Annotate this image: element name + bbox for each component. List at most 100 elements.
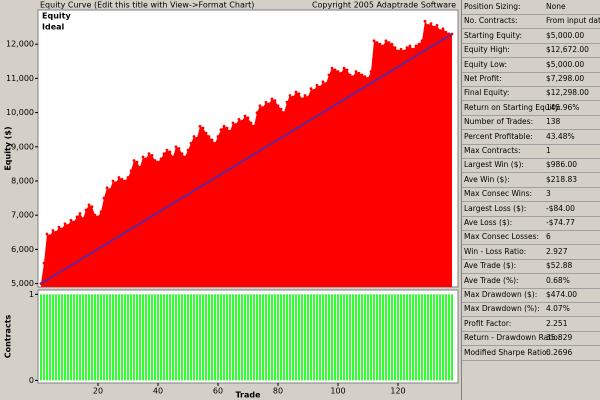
- equity-point: [117, 176, 121, 179]
- bar: [403, 294, 405, 381]
- bar: [166, 294, 168, 381]
- stats-row: Return - Drawdown Ratio: 35.829: [462, 331, 600, 347]
- bar: [322, 294, 324, 381]
- bar: [283, 294, 285, 381]
- bar: [151, 294, 153, 381]
- equity-point: [168, 150, 172, 154]
- equity-point: [123, 179, 127, 183]
- stats-row: Number of Trades: 138: [462, 115, 600, 131]
- stats-row: Net Profit: $7,298.00: [462, 72, 600, 87]
- equity-point: [354, 70, 358, 73]
- stat-label: Max Consec Wins:: [464, 189, 533, 199]
- equity-point: [432, 25, 436, 29]
- equity-point: [414, 44, 418, 48]
- equity-point: [192, 135, 196, 138]
- bar: [364, 294, 366, 381]
- bar: [376, 294, 378, 381]
- bar: [427, 294, 429, 381]
- bar: [55, 294, 57, 381]
- bar: [61, 294, 63, 381]
- stats-row: Max Drawdown ($): $474.00: [462, 288, 600, 303]
- equity-point: [420, 39, 424, 43]
- stat-label: Number of Trades:: [464, 117, 534, 127]
- bar: [43, 294, 45, 381]
- equity-point: [243, 114, 247, 118]
- equity-point: [132, 159, 136, 162]
- bar: [226, 294, 228, 381]
- stats-row: Percent Profitable: 43.48%: [462, 130, 600, 145]
- stats-row: Ave Loss ($): -$74.77: [462, 216, 600, 231]
- equity-point: [96, 215, 100, 219]
- equity-point: [345, 68, 349, 72]
- x-tick-label: 80: [273, 387, 283, 396]
- bar: [70, 294, 72, 381]
- stats-row: Final Equity: $12,298.00: [462, 86, 600, 102]
- bar: [445, 294, 447, 381]
- stat-value: 2.251: [546, 318, 568, 328]
- bar: [133, 294, 135, 381]
- equity-point: [411, 47, 415, 51]
- equity-point: [417, 42, 421, 46]
- bar: [448, 294, 450, 381]
- bar: [436, 294, 438, 381]
- stat-value: $218.83: [546, 174, 578, 184]
- equity-point: [402, 49, 406, 53]
- bar: [265, 294, 267, 381]
- stats-row: Ave Trade (%): 0.68%: [462, 274, 600, 289]
- equity-point: [369, 70, 373, 73]
- bar: [409, 294, 411, 381]
- y-tick-label: 6,000: [11, 245, 34, 254]
- bar: [247, 294, 249, 381]
- equity-point: [342, 66, 346, 70]
- equity-point: [285, 100, 289, 104]
- stat-value: From input data: [546, 16, 600, 26]
- bar: [250, 294, 252, 381]
- equity-point: [384, 39, 388, 43]
- equity-point: [228, 130, 232, 133]
- stats-row: Largest Loss ($): -$84.00: [462, 202, 600, 217]
- bar: [259, 294, 261, 381]
- equity-point: [429, 22, 433, 26]
- equity-point: [249, 121, 253, 125]
- equity-point: [177, 147, 181, 150]
- stats-row: Ave Win ($): $218.83: [462, 173, 600, 188]
- x-tick-label: 120: [390, 387, 405, 396]
- x-tick-label: 60: [213, 387, 223, 396]
- stats-row: Position Sizing: None: [462, 0, 600, 15]
- bar: [442, 294, 444, 381]
- equity-point: [144, 157, 148, 161]
- bar: [97, 294, 99, 381]
- equity-point: [399, 47, 403, 51]
- bar: [79, 294, 81, 381]
- bar: [406, 294, 408, 381]
- equity-point: [99, 210, 103, 214]
- bar: [190, 294, 192, 381]
- bar: [145, 294, 147, 381]
- bar: [130, 294, 132, 381]
- equity-point: [51, 229, 55, 232]
- equity-point: [405, 46, 409, 50]
- bar: [256, 294, 258, 381]
- equity-point: [171, 155, 175, 159]
- stat-label: Max Contracts:: [464, 146, 521, 155]
- equity-point: [246, 116, 250, 120]
- bar: [100, 294, 102, 381]
- stat-value: 3: [546, 189, 551, 199]
- stat-value: 0.2696: [546, 347, 573, 357]
- bar: [295, 294, 297, 381]
- equity-point: [336, 70, 340, 73]
- bar: [346, 294, 348, 381]
- stat-value: $12,672.00: [546, 45, 589, 55]
- equity-point: [198, 124, 202, 128]
- bar: [121, 294, 123, 381]
- stat-value: 0.68%: [546, 275, 570, 285]
- y-tick-label: 11,000: [6, 74, 34, 83]
- bar: [172, 294, 174, 381]
- equity-point: [423, 19, 427, 23]
- stat-label: Ave Win ($):: [464, 174, 510, 184]
- equity-point: [93, 213, 97, 217]
- equity-point: [210, 138, 214, 142]
- stat-label: Percent Profitable:: [464, 131, 533, 141]
- bar: [211, 294, 213, 381]
- bar: [334, 294, 336, 381]
